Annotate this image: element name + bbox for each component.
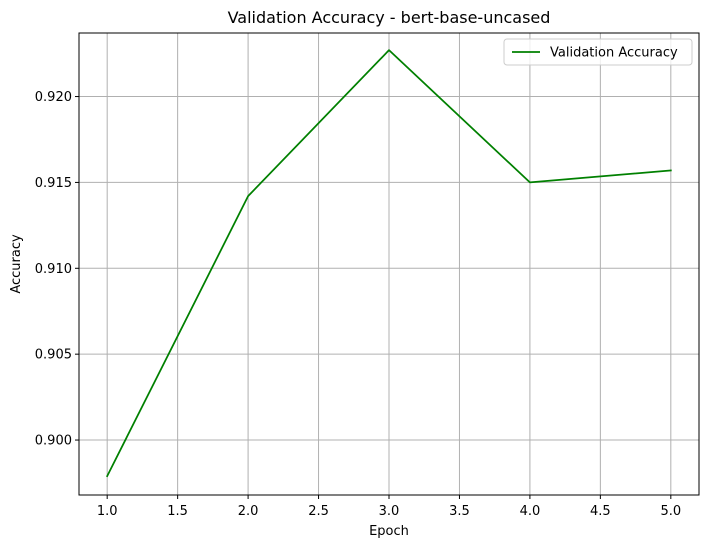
x-tick-label: 3.0: [379, 504, 400, 519]
y-tick-label: 0.915: [35, 176, 72, 191]
series-line: [106, 49, 672, 478]
x-tick-label: 4.0: [520, 504, 541, 519]
legend-box: [503, 38, 693, 66]
y-tick-label: 0.900: [35, 434, 72, 449]
x-tick-label: 3.5: [449, 504, 470, 519]
y-tick-label: 0.920: [35, 90, 72, 105]
legend: Validation Accuracy: [503, 38, 693, 66]
x-tick-label: 2.0: [238, 504, 259, 519]
y-tick-label: 0.905: [35, 348, 72, 363]
chart-title: Validation Accuracy - bert-base-uncased: [228, 8, 551, 27]
grid: [79, 33, 699, 495]
axis-ticks: 1.0 1.5 2.0 2.5 3.0 3.5 4.0 4.5 5.0 0.900 0.905 0.9…: [35, 90, 681, 519]
x-tick-label: 5.0: [660, 504, 681, 519]
legend-label: Validation Accuracy: [550, 46, 678, 61]
y-axis-label: Accuracy: [9, 234, 24, 294]
y-tick-label: 0.910: [35, 262, 72, 277]
x-tick-label: 1.0: [97, 504, 118, 519]
x-tick-label: 4.5: [590, 504, 611, 519]
x-tick-label: 1.5: [167, 504, 188, 519]
x-tick-label: 2.5: [308, 504, 329, 519]
x-axis-label: Epoch: [369, 524, 409, 539]
series-layer: [106, 49, 672, 478]
